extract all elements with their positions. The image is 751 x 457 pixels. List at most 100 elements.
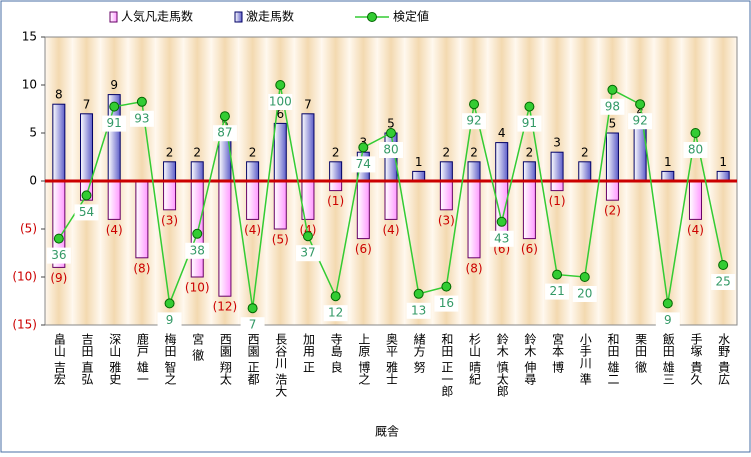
bar (273, 180, 287, 230)
data-label-box (295, 245, 320, 262)
line-marker (330, 291, 341, 302)
bar (163, 180, 177, 211)
data-label: 1 (664, 155, 672, 169)
data-label-box (545, 283, 570, 300)
line-marker (275, 80, 286, 90)
data-label: (4) (299, 223, 316, 237)
data-label: 6 (276, 107, 284, 121)
data-label: 20 (577, 287, 592, 301)
line-marker (635, 99, 646, 110)
line-marker (607, 84, 618, 95)
bar (439, 161, 453, 182)
data-label: (4) (383, 223, 400, 237)
y-tick-label: (10) (12, 270, 37, 284)
data-label: 5 (221, 117, 229, 131)
data-label-box (268, 94, 293, 110)
y-tick-label: 10 (22, 78, 37, 92)
data-label-box (323, 305, 348, 322)
data-label: (12) (213, 300, 238, 314)
data-label-box (600, 98, 625, 115)
line-marker (552, 269, 563, 280)
data-label: (9) (50, 271, 67, 285)
data-label: 4 (498, 126, 506, 140)
data-label-box (489, 230, 514, 247)
x-tick-label: 鹿戸 雄一 (135, 332, 149, 385)
x-tick-label: 上原 博之 (357, 333, 371, 385)
data-label: 3 (553, 136, 561, 150)
data-label-box (711, 274, 736, 290)
x-tick-label: 杉山 晴紀 (468, 333, 482, 385)
data-label-box (462, 113, 487, 130)
bar (246, 161, 260, 182)
bar (329, 161, 343, 182)
data-label-box (434, 295, 459, 312)
bar (439, 180, 453, 211)
bar (80, 113, 94, 182)
data-label: 80 (383, 143, 398, 157)
x-tick-label: 吉田 直弘 (80, 333, 94, 385)
data-label: (4) (106, 223, 123, 237)
line-marker (136, 96, 147, 107)
data-label-box (185, 242, 210, 259)
data-label: 7 (249, 318, 257, 332)
x-tick-label: 加用 正 (301, 333, 315, 373)
legend-label: 激走馬数 (246, 9, 294, 24)
data-label: (2) (604, 204, 621, 218)
line-marker (662, 298, 673, 309)
legend-label: 人気凡走馬数 (121, 9, 193, 24)
data-label: 92 (632, 114, 647, 128)
line-marker (524, 101, 535, 112)
bar (356, 180, 370, 240)
bar (688, 180, 702, 220)
data-label: 2 (581, 145, 589, 159)
data-label: 2 (249, 145, 257, 159)
x-tick-label: 鈴木 伸尋 (523, 332, 537, 385)
data-label: 54 (79, 205, 94, 219)
data-label: 37 (300, 246, 315, 260)
data-label: 2 (470, 145, 478, 159)
bar (384, 180, 398, 220)
data-label: 100 (269, 95, 292, 109)
x-tick-label: 水野 貴広 (717, 333, 731, 385)
line-marker (358, 142, 369, 153)
data-label: (1) (327, 194, 344, 208)
data-label: 43 (494, 231, 509, 245)
data-label-box (212, 125, 237, 142)
data-label: 13 (411, 303, 426, 317)
data-label-box (102, 115, 127, 132)
line-marker (469, 99, 480, 110)
line-marker (690, 128, 701, 138)
x-axis-title: 厩舎 (375, 425, 399, 439)
line-marker (496, 216, 507, 227)
data-label: 91 (107, 116, 122, 130)
bar (135, 180, 149, 259)
bar (246, 180, 260, 220)
x-tick-label: 和田 正一郎 (440, 333, 454, 397)
data-label: 16 (439, 296, 454, 310)
data-label: 7 (304, 97, 312, 111)
data-label: (10) (185, 281, 210, 295)
x-tick-label: 梅田 智之 (163, 332, 177, 385)
data-label: 87 (217, 126, 232, 140)
bar (495, 142, 509, 182)
data-label: (4) (687, 223, 704, 237)
data-label-box (379, 142, 403, 158)
data-label-box (157, 312, 182, 329)
data-label: (3) (161, 213, 178, 227)
y-tick-label: (5) (20, 222, 37, 236)
data-label-box (240, 317, 265, 334)
data-label: (8) (133, 261, 150, 275)
data-label: 9 (166, 313, 174, 327)
data-label: (1) (549, 194, 566, 208)
data-label: 2 (526, 145, 534, 159)
line-marker (53, 233, 64, 244)
data-label: (5) (272, 233, 289, 247)
bar (301, 113, 315, 182)
x-tick-label: 長谷川 浩大 (274, 333, 288, 397)
data-label-box (46, 247, 71, 264)
data-label-box (572, 286, 597, 302)
data-label: 8 (55, 88, 63, 102)
y-tick-label: 0 (29, 174, 37, 188)
y-tick-label: (15) (12, 318, 37, 332)
